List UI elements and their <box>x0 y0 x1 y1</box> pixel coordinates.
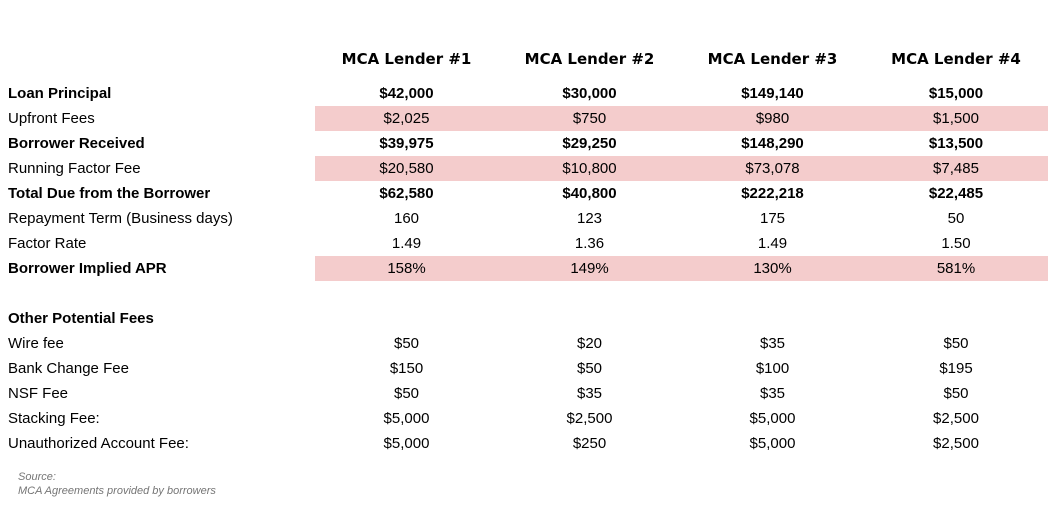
value-cell: $20,580 <box>315 156 498 181</box>
value-cell: $2,500 <box>933 435 979 452</box>
table-row-total-due: Total Due from the Borrower $62,580 $40,… <box>0 181 1064 206</box>
value-cell: $250 <box>572 435 607 452</box>
value-cell: $5,000 <box>749 435 796 452</box>
table-row-nsf-fee: NSF Fee $50 $35 $35 $50 <box>0 381 1064 406</box>
table-row-borrower-received: Borrower Received $39,975 $29,250 $148,2… <box>0 131 1064 156</box>
value-cell: $50 <box>943 385 969 402</box>
value-cell: $50 <box>393 335 420 352</box>
value-cell: $5,000 <box>383 435 430 452</box>
value-cell: 175 <box>759 210 786 227</box>
value-cell: $42,000 <box>379 85 434 102</box>
table-row-borrower-implied-apr: Borrower Implied APR 158% 149% 130% 581% <box>0 256 1064 281</box>
value-cell: 1.50 <box>941 235 971 252</box>
table-row-unauthorized-account-fee: Unauthorized Account Fee: $5,000 $250 $5… <box>0 431 1064 456</box>
value-cell: $50 <box>393 385 420 402</box>
value-cell: $2,025 <box>315 106 498 131</box>
table-row-upfront-fees: Upfront Fees $2,025 $750 $980 $1,500 <box>0 106 1064 131</box>
value-cell: 1.49 <box>391 235 422 252</box>
header-spacer <box>0 47 315 72</box>
value-cell: $40,800 <box>562 185 617 202</box>
source-text: MCA Agreements provided by borrowers <box>18 485 216 497</box>
row-label: Factor Rate <box>8 235 87 252</box>
value-cell: $2,500 <box>566 410 613 427</box>
value-cell: 158% <box>315 256 498 281</box>
table-row-wire-fee: Wire fee $50 $20 $35 $50 <box>0 331 1064 356</box>
empty-cell <box>681 306 864 331</box>
table-header-row: MCA Lender #1 MCA Lender #2 MCA Lender #… <box>0 47 1064 72</box>
value-cell: $50 <box>943 335 969 352</box>
source-note: Source: MCA Agreements provided by borro… <box>0 470 1064 498</box>
value-cell: 581% <box>864 256 1048 281</box>
value-cell: $1,500 <box>864 106 1048 131</box>
value-cell: $195 <box>939 360 973 377</box>
value-cell: 1.36 <box>574 235 605 252</box>
empty-cell <box>315 306 498 331</box>
value-cell: $13,500 <box>928 135 984 152</box>
blank-row <box>0 281 1064 306</box>
value-cell: $5,000 <box>749 410 796 427</box>
value-cell: $29,250 <box>562 135 617 152</box>
value-cell: $39,975 <box>379 135 434 152</box>
column-header-lender-2: MCA Lender #2 <box>524 50 655 68</box>
value-cell: 130% <box>681 256 864 281</box>
value-cell: $750 <box>498 106 681 131</box>
row-label: Loan Principal <box>8 85 112 102</box>
table-row-bank-change-fee: Bank Change Fee $150 $50 $100 $195 <box>0 356 1064 381</box>
value-cell: 1.49 <box>757 235 788 252</box>
value-cell: $73,078 <box>681 156 864 181</box>
section-title: Other Potential Fees <box>8 310 154 327</box>
empty-cell <box>498 306 681 331</box>
row-label: Stacking Fee: <box>8 410 100 427</box>
row-label: Total Due from the Borrower <box>8 185 211 202</box>
value-cell: $30,000 <box>562 85 617 102</box>
value-cell: $149,140 <box>741 85 804 102</box>
value-cell: $148,290 <box>741 135 804 152</box>
table-row-running-factor-fee: Running Factor Fee $20,580 $10,800 $73,0… <box>0 156 1064 181</box>
row-label: Unauthorized Account Fee: <box>8 435 189 452</box>
value-cell: $10,800 <box>498 156 681 181</box>
value-cell: 160 <box>393 210 420 227</box>
source-label: Source: <box>18 471 56 483</box>
row-label: Wire fee <box>8 335 64 352</box>
value-cell: $62,580 <box>379 185 434 202</box>
mca-lender-comparison-table: MCA Lender #1 MCA Lender #2 MCA Lender #… <box>0 47 1064 498</box>
table-row-factor-rate: Factor Rate 1.49 1.36 1.49 1.50 <box>0 231 1064 256</box>
value-cell: $222,218 <box>741 185 804 202</box>
row-label: Running Factor Fee <box>8 160 141 177</box>
column-header-lender-3: MCA Lender #3 <box>707 50 838 68</box>
value-cell: 149% <box>498 256 681 281</box>
row-label: Borrower Implied APR <box>8 260 167 277</box>
value-cell: 123 <box>576 210 603 227</box>
row-label: NSF Fee <box>8 385 69 402</box>
value-cell: $15,000 <box>928 85 984 102</box>
value-cell: $35 <box>576 385 603 402</box>
column-header-lender-1: MCA Lender #1 <box>341 50 472 68</box>
value-cell: $50 <box>576 360 603 377</box>
value-cell: 50 <box>947 210 965 227</box>
empty-cell <box>864 306 1048 331</box>
value-cell: $2,500 <box>933 410 979 427</box>
value-cell: $7,485 <box>864 156 1048 181</box>
table-row-loan-principal: Loan Principal $42,000 $30,000 $149,140 … <box>0 81 1064 106</box>
table-row-repayment-term: Repayment Term (Business days) 160 123 1… <box>0 206 1064 231</box>
row-label: Repayment Term (Business days) <box>8 210 233 227</box>
row-label: Upfront Fees <box>8 110 95 127</box>
value-cell: $20 <box>576 335 603 352</box>
row-label: Bank Change Fee <box>8 360 129 377</box>
value-cell: $22,485 <box>928 185 984 202</box>
value-cell: $100 <box>755 360 790 377</box>
value-cell: $980 <box>681 106 864 131</box>
value-cell: $5,000 <box>383 410 430 427</box>
section-title-row: Other Potential Fees <box>0 306 1064 331</box>
row-label: Borrower Received <box>8 135 145 152</box>
column-header-lender-4: MCA Lender #4 <box>891 50 1021 68</box>
value-cell: $35 <box>759 335 786 352</box>
value-cell: $35 <box>759 385 786 402</box>
value-cell: $150 <box>389 360 424 377</box>
table-row-stacking-fee: Stacking Fee: $5,000 $2,500 $5,000 $2,50… <box>0 406 1064 431</box>
